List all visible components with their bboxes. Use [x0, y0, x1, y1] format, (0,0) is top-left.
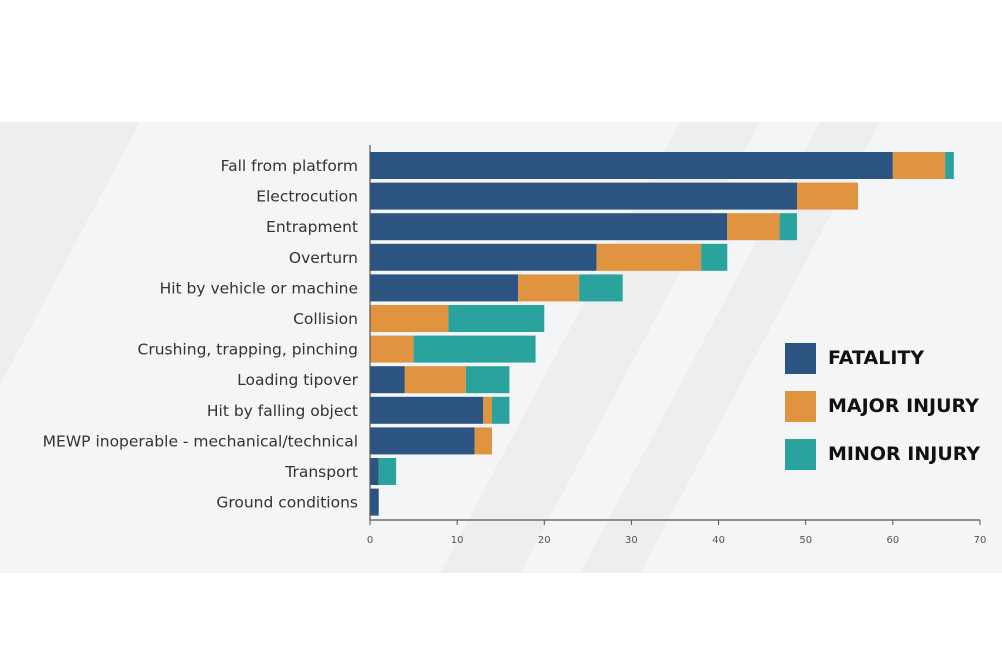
x-tick-label: 30 [625, 535, 638, 546]
bar-segment-major-injury [404, 366, 466, 394]
bar-segment-minor-injury [779, 213, 797, 241]
bar-segment-fatality [370, 152, 893, 179]
bar-segment-fatality [370, 213, 728, 241]
bar-segment-minor-injury [378, 458, 397, 485]
legend-swatch-major-injury [785, 390, 816, 422]
bar-segment-fatality [370, 182, 797, 210]
x-tick-label: 50 [799, 535, 812, 546]
legend-item-minor-injury: MINOR INJURY [785, 438, 980, 470]
category-label: Ground conditions [216, 494, 358, 512]
legend-label-minor-injury: MINOR INJURY [828, 443, 981, 465]
bar-segment-fatality [370, 488, 379, 516]
category-label: Electrocution [256, 188, 358, 206]
bar-segment-minor-injury [492, 396, 510, 424]
category-label: Hit by vehicle or machine [160, 279, 358, 297]
bar-segment-major-injury [370, 305, 449, 332]
x-tick-label: 20 [538, 535, 551, 546]
bar-segment-major-injury [483, 396, 492, 424]
category-label: Fall from platform [221, 157, 358, 175]
category-label: MEWP inoperable - mechanical/technical [43, 432, 358, 450]
bar-segment-fatality [370, 427, 475, 455]
x-tick-label: 60 [886, 535, 899, 546]
bar-segment-major-injury [518, 274, 580, 302]
bar-segment-fatality [370, 274, 519, 302]
bar-segment-fatality [370, 243, 597, 271]
bar-segment-major-injury [596, 243, 702, 271]
category-label: Entrapment [266, 218, 358, 236]
bar-segment-fatality [370, 366, 405, 394]
bar-segment-major-injury [797, 182, 858, 210]
category-label: Loading tipover [237, 371, 358, 389]
legend-label-major-injury: MAJOR INJURY [828, 395, 979, 417]
bar-segment-minor-injury [448, 305, 545, 332]
x-tick-label: 0 [367, 535, 373, 546]
legend-swatch-fatality [785, 342, 816, 374]
bar-segment-major-injury [727, 213, 780, 241]
legend-swatch-minor-injury [785, 438, 816, 470]
category-label: Collision [293, 310, 358, 328]
category-label: Hit by falling object [207, 402, 358, 420]
bar-segment-minor-injury [579, 274, 623, 302]
bar-segment-fatality [370, 396, 484, 424]
x-tick-label: 40 [712, 535, 725, 546]
bar-segment-major-injury [370, 335, 414, 363]
x-tick-label: 10 [451, 535, 464, 546]
legend-item-fatality: FATALITY [785, 342, 980, 374]
category-label: Overturn [289, 249, 358, 267]
category-label: Crushing, trapping, pinching [138, 341, 358, 359]
legend-item-major-injury: MAJOR INJURY [785, 390, 980, 422]
legend-label-fatality: FATALITY [828, 347, 925, 369]
bar-segment-major-injury [474, 427, 492, 455]
bar-segment-major-injury [892, 152, 946, 179]
x-tick-label: 70 [974, 535, 987, 546]
bar-segment-minor-injury [465, 366, 510, 394]
bar-segment-fatality [370, 458, 379, 485]
bar-segment-minor-injury [413, 335, 536, 363]
bar-segment-minor-injury [945, 152, 954, 179]
category-label: Transport [284, 463, 358, 481]
bar-segment-minor-injury [701, 243, 728, 271]
legend: FATALITY MAJOR INJURY MINOR INJURY [785, 342, 980, 486]
